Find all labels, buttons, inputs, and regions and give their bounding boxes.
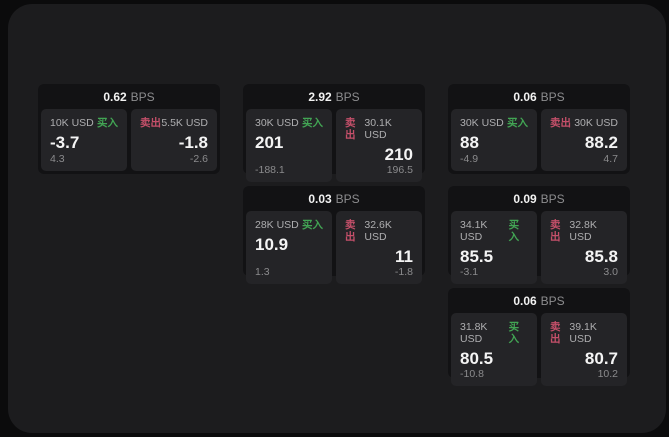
bps-unit-label: BPS: [335, 89, 360, 104]
buy-tile[interactable]: 28K USD 买入 10.9 1.3: [246, 211, 332, 284]
bps-unit-label: BPS: [540, 293, 565, 308]
sell-label: 卖出: [140, 117, 161, 129]
sell-sub-value: -2.6: [189, 153, 208, 165]
sell-tile[interactable]: 卖出 30.1K USD 210 196.5: [336, 109, 422, 182]
bps-value: 2.92: [308, 89, 332, 104]
buy-sub-value: -4.9: [460, 153, 479, 165]
sell-price: 80.7: [584, 349, 618, 368]
buy-amount: 28K USD: [255, 219, 299, 231]
quotes-grid: 0.62 BPS 10K USD 买入 -3.7 4.3 卖出 5.5K USD: [38, 84, 630, 386]
buy-tile[interactable]: 30K USD 买入 88 -4.9: [451, 109, 537, 171]
buy-amount: 31.8K USD: [460, 321, 488, 345]
buy-amount: 10K USD: [50, 117, 94, 129]
sell-amount: 5.5K USD: [161, 117, 208, 129]
quote-card: 0.06 BPS 30K USD 买入 88 -4.9 卖出 30K USD: [448, 84, 630, 174]
quote-card: 2.92 BPS 30K USD 买入 201 -188.1 卖出 30.1K …: [243, 84, 425, 182]
sell-sub-value: 196.5: [386, 164, 413, 176]
quote-card: 0.09 BPS 34.1K USD 买入 85.5 -3.1 卖出 32.8K…: [448, 186, 630, 284]
buy-label: 买入: [507, 117, 528, 129]
sell-sub-value: -1.8: [394, 266, 413, 278]
bps-header: 0.03 BPS: [243, 186, 425, 211]
sell-price: -1.8: [178, 133, 208, 152]
buy-sub-value: -3.1: [460, 266, 479, 278]
sell-label: 卖出: [345, 219, 356, 243]
quote-card: 0.03 BPS 28K USD 买入 10.9 1.3 卖出 32.6K US…: [243, 186, 425, 284]
bps-header: 2.92 BPS: [243, 84, 425, 109]
sell-tile[interactable]: 卖出 30K USD 88.2 4.7: [541, 109, 627, 171]
sell-tile[interactable]: 卖出 39.1K USD 80.7 10.2: [541, 313, 627, 386]
quote-body: 30K USD 买入 88 -4.9 卖出 30K USD 88.2 4.7: [448, 109, 630, 174]
sell-price: 11: [395, 247, 413, 266]
buy-label: 买入: [302, 219, 323, 231]
buy-price: 10.9: [255, 235, 289, 254]
bps-unit-label: BPS: [540, 89, 565, 104]
quote-body: 10K USD 买入 -3.7 4.3 卖出 5.5K USD -1.8 -2.…: [38, 109, 220, 174]
buy-amount: 34.1K USD: [460, 219, 488, 243]
bps-unit-label: BPS: [540, 191, 565, 206]
buy-amount: 30K USD: [255, 117, 299, 129]
sell-label: 卖出: [550, 117, 571, 129]
sell-tile[interactable]: 卖出 32.8K USD 85.8 3.0: [541, 211, 627, 284]
sell-label: 卖出: [550, 219, 561, 243]
buy-label: 买入: [508, 321, 520, 345]
buy-tile[interactable]: 31.8K USD 买入 80.5 -10.8: [451, 313, 537, 386]
bps-value: 0.62: [103, 89, 127, 104]
sell-label: 卖出: [345, 117, 356, 141]
bps-value: 0.06: [513, 293, 537, 308]
buy-tile[interactable]: 10K USD 买入 -3.7 4.3: [41, 109, 127, 171]
buy-label: 买入: [97, 117, 118, 129]
sell-sub-value: 10.2: [597, 368, 618, 380]
sell-tile[interactable]: 卖出 5.5K USD -1.8 -2.6: [131, 109, 217, 171]
bps-value: 0.09: [513, 191, 537, 206]
bps-header: 0.09 BPS: [448, 186, 630, 211]
bps-header: 0.06 BPS: [448, 288, 630, 313]
bps-unit-label: BPS: [335, 191, 360, 206]
sell-sub-value: 3.0: [603, 266, 618, 278]
quote-body: 34.1K USD 买入 85.5 -3.1 卖出 32.8K USD 85.8…: [448, 211, 630, 287]
sell-price: 88.2: [584, 133, 618, 152]
quote-card: 0.62 BPS 10K USD 买入 -3.7 4.3 卖出 5.5K USD: [38, 84, 220, 174]
quote-body: 28K USD 买入 10.9 1.3 卖出 32.6K USD 11 -1.8: [243, 211, 425, 287]
buy-tile[interactable]: 34.1K USD 买入 85.5 -3.1: [451, 211, 537, 284]
bps-unit-label: BPS: [130, 89, 155, 104]
sell-amount: 39.1K USD: [569, 321, 597, 345]
buy-sub-value: -188.1: [255, 164, 285, 176]
bps-header: 0.06 BPS: [448, 84, 630, 109]
bps-header: 0.62 BPS: [38, 84, 220, 109]
buy-price: 85.5: [460, 247, 494, 266]
buy-tile[interactable]: 30K USD 买入 201 -188.1: [246, 109, 332, 182]
buy-price: 201: [255, 133, 284, 152]
buy-sub-value: 4.3: [50, 153, 65, 165]
buy-amount: 30K USD: [460, 117, 504, 129]
quote-card: 0.06 BPS 31.8K USD 买入 80.5 -10.8 卖出 39.1…: [448, 288, 630, 386]
buy-price: -3.7: [50, 133, 80, 152]
sell-tile[interactable]: 卖出 32.6K USD 11 -1.8: [336, 211, 422, 284]
buy-price: 80.5: [460, 349, 494, 368]
buy-label: 买入: [508, 219, 520, 243]
quote-body: 31.8K USD 买入 80.5 -10.8 卖出 39.1K USD 80.…: [448, 313, 630, 389]
buy-sub-value: 1.3: [255, 266, 270, 278]
sell-sub-value: 4.7: [603, 153, 618, 165]
sell-label: 卖出: [550, 321, 561, 345]
buy-price: 88: [460, 133, 479, 152]
bps-value: 0.03: [308, 191, 332, 206]
sell-amount: 32.6K USD: [364, 219, 392, 243]
sell-price: 210: [384, 145, 413, 164]
main-panel: 0.62 BPS 10K USD 买入 -3.7 4.3 卖出 5.5K USD: [8, 4, 666, 433]
sell-amount: 30K USD: [574, 117, 618, 129]
buy-label: 买入: [302, 117, 323, 129]
sell-amount: 30.1K USD: [364, 117, 392, 141]
bps-value: 0.06: [513, 89, 537, 104]
quote-body: 30K USD 买入 201 -188.1 卖出 30.1K USD 210 1…: [243, 109, 425, 185]
buy-sub-value: -10.8: [460, 368, 484, 380]
sell-amount: 32.8K USD: [569, 219, 597, 243]
sell-price: 85.8: [584, 247, 618, 266]
